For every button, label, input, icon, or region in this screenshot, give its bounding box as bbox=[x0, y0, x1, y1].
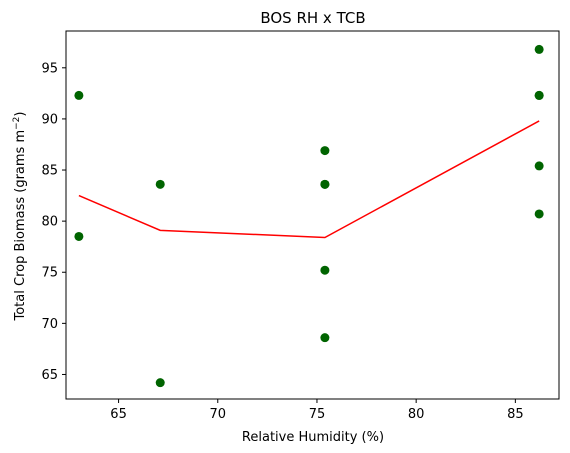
x-tick-label-65: 65 bbox=[110, 407, 127, 422]
data-point-11 bbox=[534, 90, 544, 100]
x-tick-label-70: 70 bbox=[209, 407, 226, 422]
y-axis-label-main: Total Crop Biomass (grams m bbox=[13, 130, 28, 322]
y-axis-label-superscript: −2 bbox=[12, 117, 22, 130]
chart-title: BOS RH x TCB bbox=[260, 9, 365, 27]
data-point-1 bbox=[74, 231, 84, 241]
x-axis-label: Relative Humidity (%) bbox=[242, 430, 384, 445]
x-tick-label-75: 75 bbox=[309, 407, 326, 422]
x-tick-label-80: 80 bbox=[408, 407, 425, 422]
data-point-2 bbox=[155, 179, 165, 189]
data-point-4 bbox=[320, 146, 330, 156]
data-point-7 bbox=[320, 265, 330, 275]
y-tick-label-65: 65 bbox=[41, 368, 58, 383]
y-axis-label: Total Crop Biomass (grams m−2) bbox=[12, 112, 28, 322]
y-tick-label-70: 70 bbox=[41, 317, 58, 332]
data-point-9 bbox=[534, 44, 544, 54]
y-tick-label-75: 75 bbox=[41, 266, 58, 281]
y-tick-label-80: 80 bbox=[41, 215, 58, 230]
data-point-13 bbox=[534, 209, 544, 219]
y-axis-label-end: ) bbox=[13, 112, 28, 117]
data-point-12 bbox=[534, 161, 544, 171]
data-point-3 bbox=[155, 378, 165, 388]
plot-frame bbox=[65, 30, 560, 400]
y-tick-label-95: 95 bbox=[41, 61, 58, 76]
x-tick-label-85: 85 bbox=[507, 407, 524, 422]
x-axis: 65 70 75 80 85 bbox=[110, 399, 524, 422]
y-axis: 65 70 75 80 85 90 95 bbox=[41, 61, 66, 383]
series-layer bbox=[74, 44, 544, 388]
y-tick-label-85: 85 bbox=[41, 164, 58, 179]
data-point-8 bbox=[320, 333, 330, 343]
data-point-0 bbox=[74, 90, 84, 100]
mean-line bbox=[78, 120, 540, 239]
data-point-6 bbox=[320, 179, 330, 189]
y-tick-label-90: 90 bbox=[41, 112, 58, 127]
